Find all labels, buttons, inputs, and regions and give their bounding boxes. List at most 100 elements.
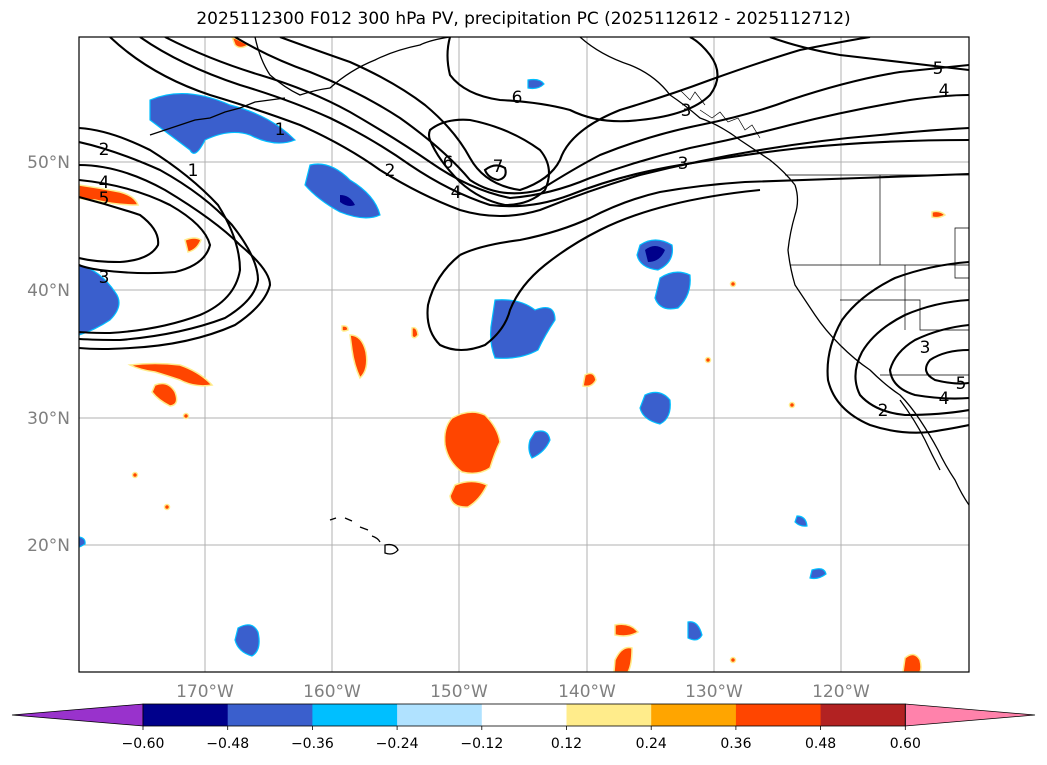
precip-area bbox=[340, 195, 355, 206]
pv-contour bbox=[139, 37, 969, 208]
lon-label-130w: 130°W bbox=[685, 682, 743, 702]
precip-area bbox=[234, 624, 260, 657]
pv-contour bbox=[483, 164, 507, 182]
precip-area bbox=[654, 271, 691, 310]
pv-contour bbox=[79, 163, 272, 351]
colorbar-segment bbox=[735, 704, 822, 726]
precip-negative-areas bbox=[79, 78, 827, 657]
map-frame bbox=[78, 36, 970, 673]
pv-label: 4 bbox=[99, 173, 110, 193]
precip-area bbox=[443, 411, 501, 475]
colorbar-extend-low bbox=[11, 703, 144, 727]
pv-label: 5 bbox=[956, 374, 967, 394]
pv-contour bbox=[854, 298, 969, 417]
longitude-labels: 170°W 160°W 150°W 140°W 130°W 120°W bbox=[176, 682, 870, 702]
pv-label: 4 bbox=[451, 183, 462, 203]
lon-label-150w: 150°W bbox=[430, 682, 488, 702]
precip-area bbox=[131, 471, 139, 479]
precip-area bbox=[614, 623, 640, 637]
colorbar: −0.60 −0.48 −0.36 −0.24 −0.12 0.12 0.24 0.36 0.4… bbox=[11, 703, 1036, 752]
precip-area bbox=[528, 430, 551, 459]
pv-contour bbox=[826, 260, 969, 434]
pv-contour bbox=[79, 178, 212, 275]
precip-area bbox=[349, 334, 368, 380]
colorbar-tick-label: −0.48 bbox=[206, 736, 249, 752]
precip-area bbox=[151, 382, 178, 407]
colorbar-tick-label: 0.36 bbox=[720, 736, 751, 752]
precip-area bbox=[645, 246, 665, 262]
lat-label-40n: 40°N bbox=[27, 281, 70, 301]
pv-label: 3 bbox=[681, 101, 692, 121]
pv-label: 4 bbox=[939, 389, 950, 409]
pv-contour bbox=[446, 37, 719, 123]
precip-area bbox=[527, 78, 545, 90]
pv-label: 2 bbox=[99, 140, 110, 160]
colorbar-segment bbox=[143, 704, 229, 726]
pv-contour-labels: 1 1 2 2 2 3 3 3 3 4 4 4 4 5 5 5 6 6 7 bbox=[99, 59, 967, 421]
colorbar-tick-label: 0.48 bbox=[805, 736, 836, 752]
latitude-labels: 50°N 40°N 30°N 20°N bbox=[27, 153, 70, 556]
precip-area bbox=[304, 163, 381, 219]
colorbar-tick-label: −0.24 bbox=[376, 736, 419, 752]
precip-area bbox=[341, 325, 349, 332]
pv-label: 5 bbox=[933, 59, 944, 79]
precip-area bbox=[931, 210, 947, 219]
pv-contour bbox=[79, 126, 242, 335]
pv-label: 1 bbox=[188, 161, 199, 181]
colorbar-segment bbox=[481, 704, 567, 726]
pv-label: 3 bbox=[99, 268, 110, 288]
precip-area bbox=[149, 93, 297, 154]
colorbar-segment bbox=[227, 704, 313, 726]
colorbar-segment bbox=[820, 704, 906, 726]
pv-contour bbox=[164, 37, 969, 200]
pv-label: 3 bbox=[920, 338, 931, 358]
pv-label: 6 bbox=[512, 88, 523, 108]
precip-area bbox=[79, 264, 120, 336]
precip-area bbox=[639, 391, 671, 425]
aleutian-islands bbox=[149, 97, 286, 136]
precip-area bbox=[489, 299, 556, 359]
precip-area bbox=[809, 568, 827, 580]
precip-area bbox=[613, 646, 633, 672]
lat-label-50n: 50°N bbox=[27, 153, 70, 173]
colorbar-outline bbox=[142, 703, 906, 727]
pv-contour bbox=[888, 323, 969, 400]
pv-label: 5 bbox=[99, 189, 110, 209]
political-borders bbox=[679, 89, 969, 376]
pv-contour bbox=[234, 37, 969, 195]
gulf-of-alaska-coast bbox=[579, 37, 796, 186]
colorbar-tick-label: 0.60 bbox=[890, 736, 921, 752]
state-borders bbox=[790, 175, 969, 331]
map-plot-area: 1 1 2 2 2 3 3 3 3 4 4 4 4 5 5 5 6 6 7 bbox=[79, 37, 969, 672]
precip-area bbox=[788, 401, 796, 409]
precip-area bbox=[449, 480, 488, 508]
pv-label: 2 bbox=[878, 401, 889, 421]
pv-contour bbox=[79, 140, 260, 342]
lon-label-140w: 140°W bbox=[558, 682, 616, 702]
pv-contour bbox=[427, 118, 551, 207]
hawaii-islands bbox=[329, 517, 399, 555]
lon-label-160w: 160°W bbox=[303, 682, 361, 702]
pv-contour bbox=[109, 37, 969, 218]
lat-label-30n: 30°N bbox=[27, 409, 70, 429]
precip-area bbox=[411, 326, 419, 339]
pv-contour bbox=[279, 37, 871, 192]
precip-positive-areas bbox=[79, 37, 947, 672]
baja-california bbox=[899, 399, 941, 471]
colorbar-tick-label: −0.36 bbox=[291, 736, 334, 752]
precip-area bbox=[729, 280, 737, 288]
lat-label-20n: 20°N bbox=[27, 536, 70, 556]
colorbar-tick-label: 0.12 bbox=[551, 736, 582, 752]
pv-label: 3 bbox=[678, 154, 689, 174]
pv-label: 7 bbox=[493, 157, 504, 177]
coastlines bbox=[149, 37, 969, 555]
pv-label: 1 bbox=[275, 120, 286, 140]
precip-area bbox=[704, 356, 712, 364]
west-coast-north-america bbox=[787, 184, 969, 506]
lon-label-120w: 120°W bbox=[812, 682, 870, 702]
precip-area bbox=[182, 412, 190, 420]
precip-area bbox=[163, 503, 171, 511]
pv-contour bbox=[459, 172, 969, 256]
colorbar-tick-label: 0.24 bbox=[636, 736, 667, 752]
